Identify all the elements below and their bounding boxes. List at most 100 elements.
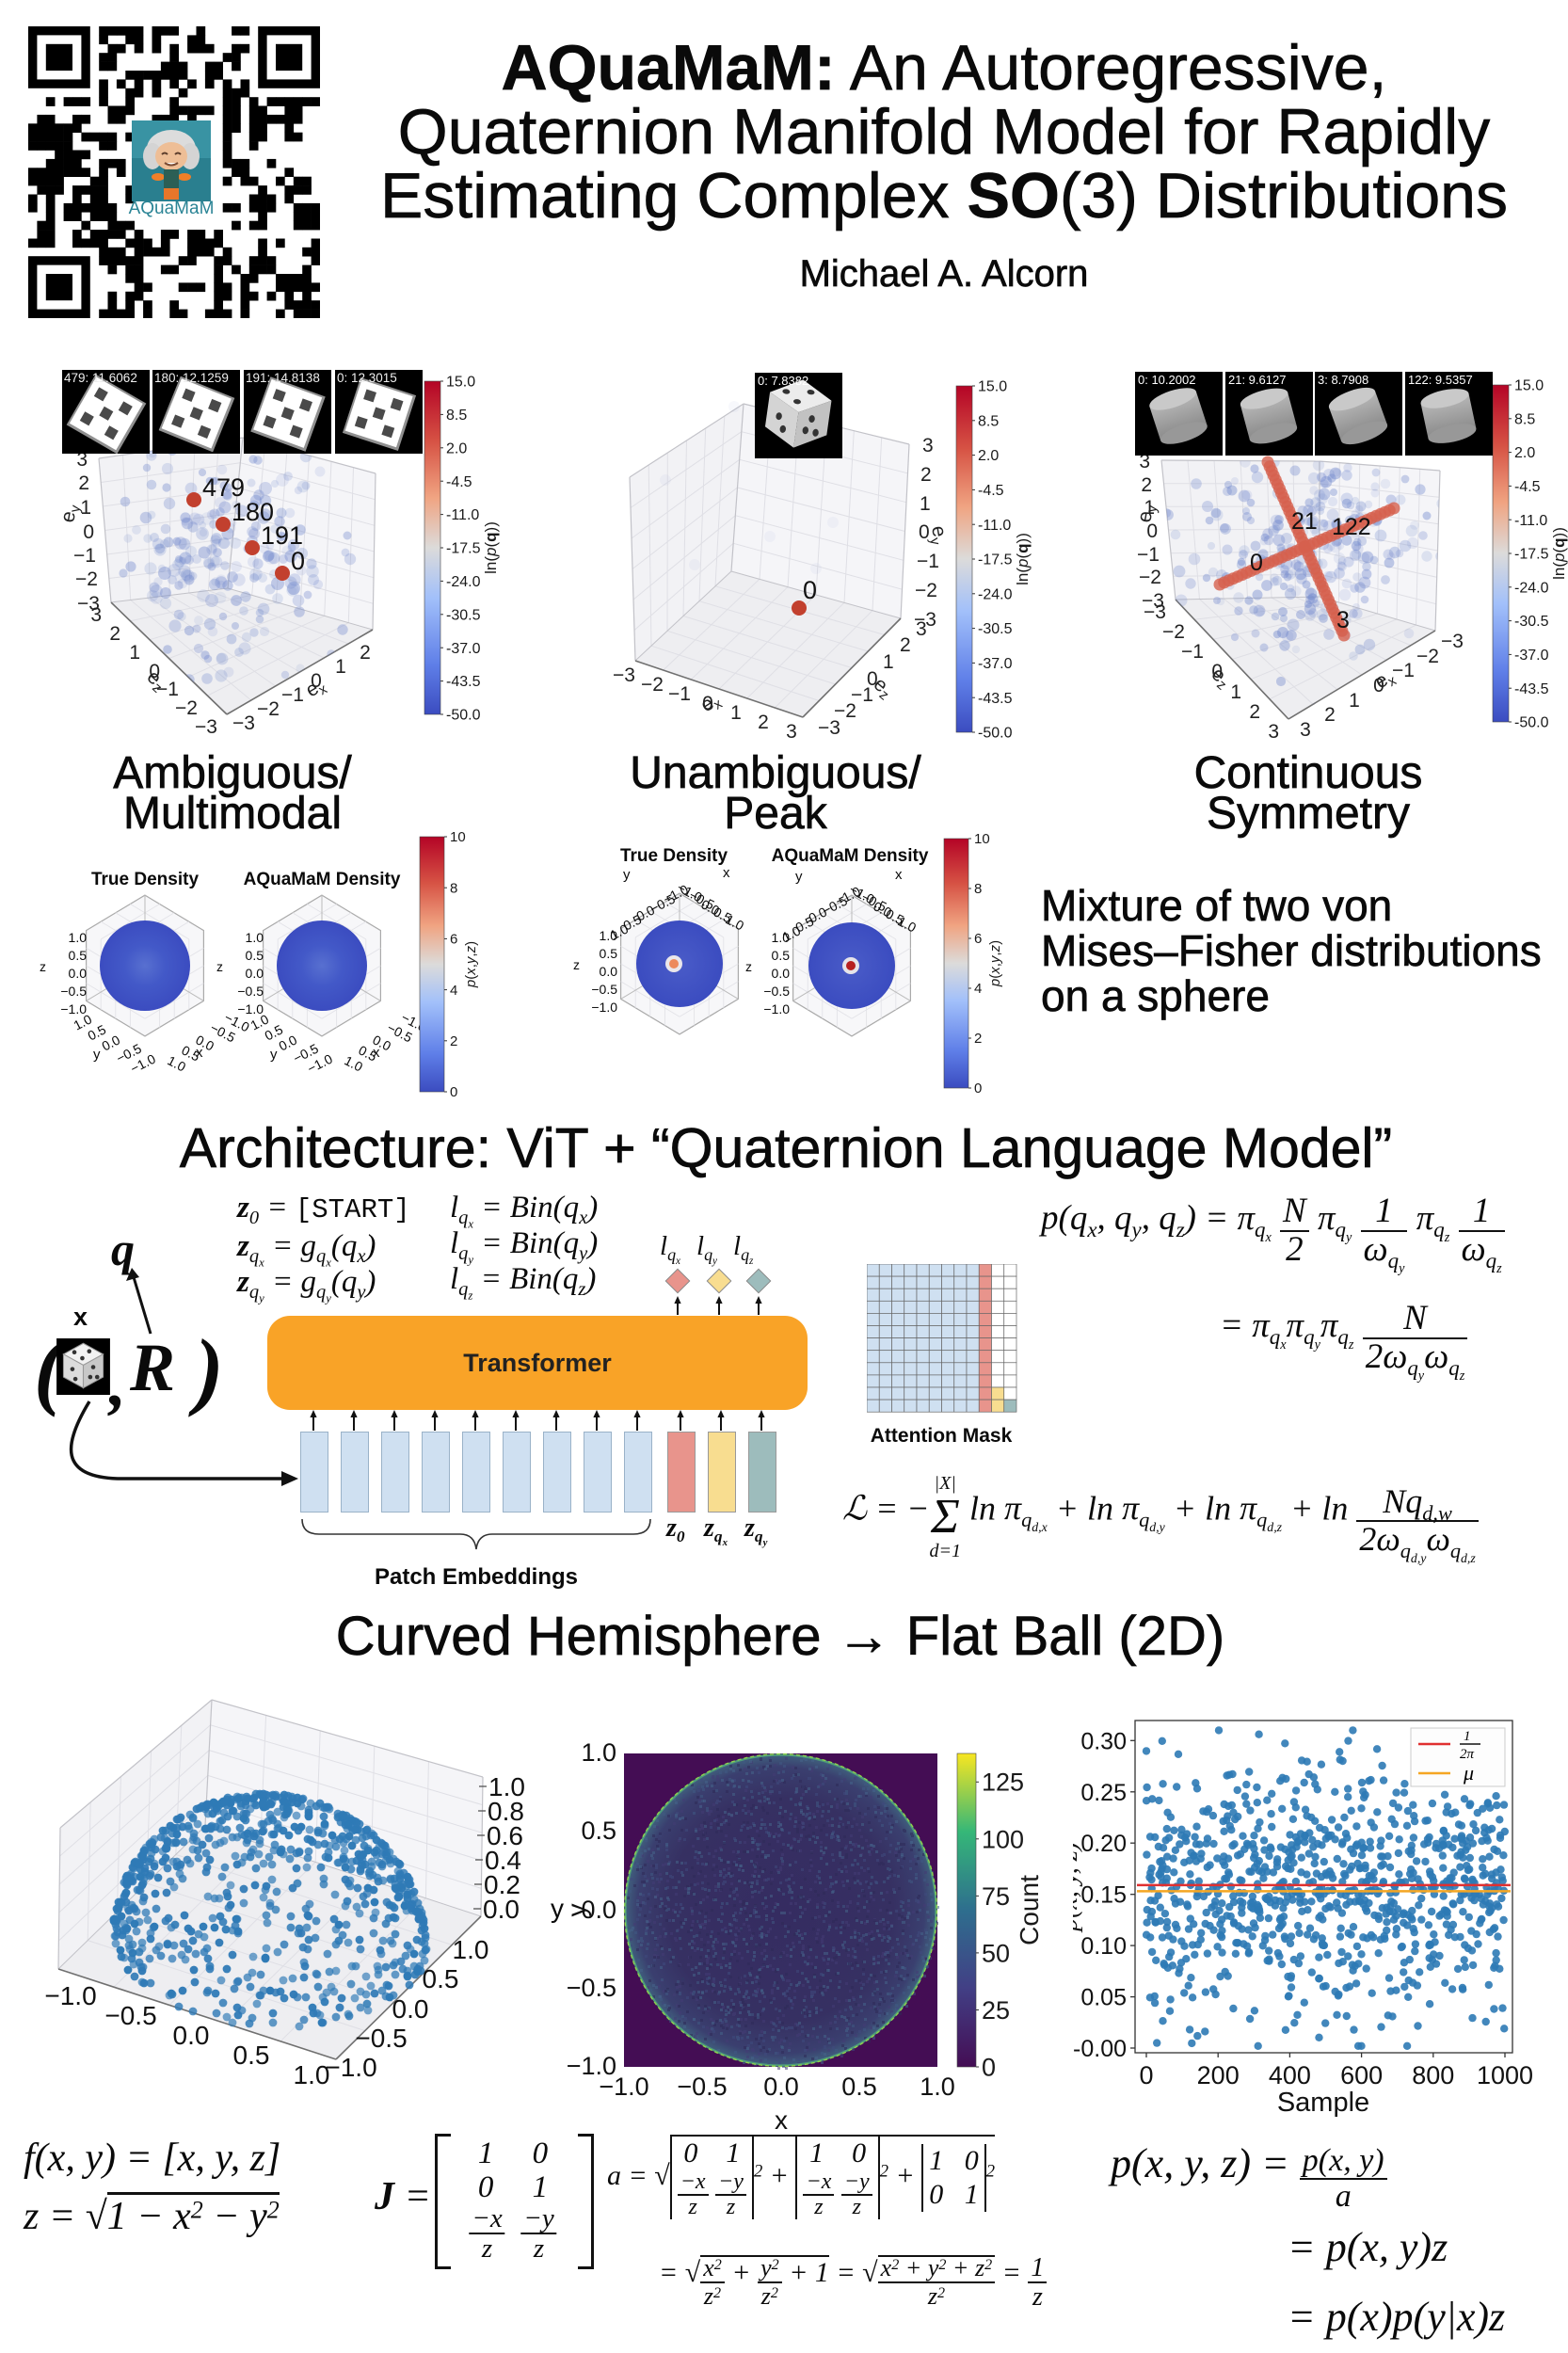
svg-text:0.25: 0.25 <box>1080 1780 1127 1806</box>
svg-text:1: 1 <box>129 642 140 664</box>
svg-text:−3: −3 <box>232 712 255 734</box>
svg-text:0.8: 0.8 <box>488 1797 524 1826</box>
svg-text:21: 9.6127: 21: 9.6127 <box>1228 373 1286 387</box>
svg-text:−1: −1 <box>1181 641 1204 663</box>
svg-text:Count: Count <box>1015 1875 1044 1945</box>
svg-text:μ: μ <box>1463 1761 1474 1785</box>
svg-text:−0.5: −0.5 <box>567 1974 616 2002</box>
svg-text:0.0: 0.0 <box>581 1896 616 1924</box>
svg-text:0: 0 <box>311 670 322 692</box>
svg-text:−1: −1 <box>851 684 873 706</box>
svg-text:0.5: 0.5 <box>423 1964 459 1993</box>
svg-text:−1: −1 <box>73 545 96 567</box>
svg-text:−3: −3 <box>77 593 100 615</box>
svg-text:4: 4 <box>974 981 982 997</box>
svg-text:1.0: 1.0 <box>294 2060 330 2089</box>
svg-text:3: 3 <box>76 449 88 471</box>
svg-text:−2: −2 <box>257 698 280 720</box>
svg-text:0.0: 0.0 <box>763 2073 799 2101</box>
svg-text:122: 9.5357: 122: 9.5357 <box>1408 373 1473 387</box>
svg-text:−1: −1 <box>917 551 939 572</box>
svg-text:8.5: 8.5 <box>978 413 999 429</box>
svg-text:3: 3 <box>1336 607 1350 633</box>
svg-text:2: 2 <box>360 642 371 664</box>
svg-text:0: 0 <box>83 521 94 543</box>
svg-text:2: 2 <box>920 464 932 486</box>
svg-text:1: 1 <box>335 656 346 678</box>
svg-text:2: 2 <box>758 712 769 733</box>
svg-text:-30.5: -30.5 <box>446 607 481 623</box>
svg-text:−2: −2 <box>1162 621 1185 643</box>
svg-text:8.5: 8.5 <box>1514 411 1535 427</box>
svg-text:3: 3 <box>916 618 927 640</box>
svg-text:2.0: 2.0 <box>1514 445 1535 461</box>
svg-text:2: 2 <box>109 623 120 645</box>
svg-text:−1.0: −1.0 <box>44 1981 96 2010</box>
svg-text:0: 0 <box>803 576 817 604</box>
svg-text:1000: 1000 <box>1477 2061 1533 2089</box>
svg-text:0: 0 <box>450 1084 457 1100</box>
svg-text:0: 0 <box>1211 661 1223 682</box>
svg-text:50: 50 <box>982 1939 1010 1967</box>
svg-text:8.5: 8.5 <box>446 408 467 424</box>
svg-text:-43.5: -43.5 <box>446 674 481 690</box>
svg-text:p(x,y,z): p(x,y,z) <box>463 941 479 988</box>
svg-text:-43.5: -43.5 <box>1514 681 1549 697</box>
svg-text:2.0: 2.0 <box>446 440 467 456</box>
svg-text:-37.0: -37.0 <box>978 656 1013 672</box>
svg-text:-50.0: -50.0 <box>1514 715 1549 731</box>
svg-text:0.4: 0.4 <box>485 1846 521 1875</box>
svg-text:-50.0: -50.0 <box>446 708 481 724</box>
svg-text:15.0: 15.0 <box>446 376 475 391</box>
svg-text:800: 800 <box>1412 2061 1454 2089</box>
svg-text:-11.0: -11.0 <box>1514 513 1547 529</box>
svg-text:Sample: Sample <box>1277 2088 1369 2118</box>
svg-text:1: 1 <box>1230 681 1241 703</box>
svg-text:15.0: 15.0 <box>1514 379 1544 394</box>
svg-text:−2: −2 <box>1139 567 1161 588</box>
svg-text:122: 122 <box>1332 514 1371 540</box>
svg-text:−1: −1 <box>1392 660 1415 681</box>
svg-text:-11.0: -11.0 <box>446 507 479 523</box>
svg-text:-11.0: -11.0 <box>978 518 1011 534</box>
svg-text:1: 1 <box>1349 690 1360 712</box>
svg-text:0: 12.3015: 0: 12.3015 <box>337 371 397 385</box>
svg-text:0: 0 <box>974 1080 982 1096</box>
svg-text:ln(p(q)): ln(p(q)) <box>1550 527 1568 580</box>
svg-text:y: y <box>562 1904 591 1917</box>
svg-text:−2: −2 <box>915 580 937 601</box>
svg-text:3: 8.7908: 3: 8.7908 <box>1318 373 1368 387</box>
svg-text:1: 1 <box>1464 1729 1471 1744</box>
svg-text:1: 1 <box>1144 497 1155 519</box>
svg-text:-17.5: -17.5 <box>446 541 481 557</box>
svg-text:180: 12.1259: 180: 12.1259 <box>154 371 229 385</box>
svg-text:8: 8 <box>974 881 982 897</box>
svg-text:−3: −3 <box>1144 601 1166 623</box>
svg-text:0: 0 <box>867 668 878 690</box>
svg-text:1.0: 1.0 <box>488 1772 525 1801</box>
svg-text:1: 1 <box>920 493 931 515</box>
svg-text:100: 100 <box>982 1825 1024 1853</box>
svg-text:0.05: 0.05 <box>1080 1985 1127 2011</box>
svg-text:-37.0: -37.0 <box>1514 648 1549 664</box>
svg-text:191: 14.8138: 191: 14.8138 <box>246 371 320 385</box>
svg-text:-30.5: -30.5 <box>1514 614 1549 630</box>
svg-text:0.15: 0.15 <box>1080 1882 1127 1909</box>
svg-text:0.30: 0.30 <box>1080 1728 1127 1754</box>
svg-text:−2: −2 <box>175 697 198 719</box>
svg-text:3: 3 <box>1300 719 1311 741</box>
svg-text:10: 10 <box>450 831 466 845</box>
svg-text:-37.0: -37.0 <box>446 641 481 657</box>
svg-text:-24.0: -24.0 <box>978 586 1013 602</box>
svg-text:−1.0: −1.0 <box>599 2073 648 2101</box>
svg-text:1: 1 <box>80 497 91 519</box>
svg-text:2: 2 <box>450 1033 457 1049</box>
svg-text:0: 0 <box>982 2053 996 2081</box>
svg-text:−1.0: −1.0 <box>325 2053 376 2082</box>
svg-text:−1: −1 <box>281 684 304 706</box>
svg-text:ln(p(q)): ln(p(q)) <box>482 521 500 574</box>
svg-text:0.0: 0.0 <box>392 1994 429 2024</box>
svg-text:25: 25 <box>982 1996 1010 2025</box>
svg-text:-4.5: -4.5 <box>978 483 1004 499</box>
svg-text:2: 2 <box>974 1031 982 1047</box>
